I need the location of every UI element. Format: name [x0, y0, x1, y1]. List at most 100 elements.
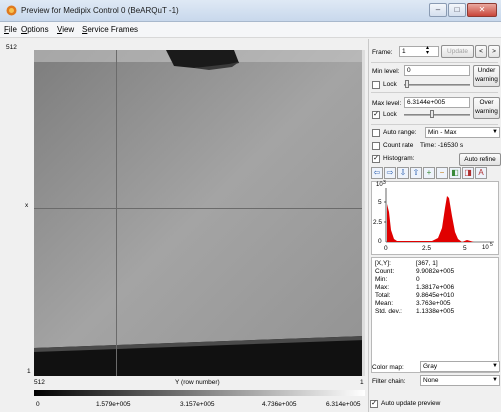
histogram-y-prefix: 10 — [376, 182, 383, 188]
max-level-input[interactable]: 6.3144e+005 — [404, 97, 470, 108]
statistics-panel: [X,Y]: [367, 1] Count: 9.9082e+005 Min: … — [371, 257, 499, 373]
y-top-label: 512 — [6, 44, 17, 51]
menu-service-frames[interactable]: Service Frames — [82, 25, 139, 34]
update-button[interactable]: Update — [441, 45, 474, 58]
filter-chain-select[interactable]: None ▼ — [420, 375, 500, 386]
zoom-reset-icon[interactable]: ◨ — [462, 167, 474, 179]
colorbar-tick: 6.314e+005 — [326, 401, 361, 408]
zoom-fit-icon[interactable]: ◧ — [449, 167, 461, 179]
frame-input[interactable]: 1 — [399, 46, 439, 57]
autoscale-icon[interactable]: A — [475, 167, 487, 179]
stat-label: Max: — [375, 284, 390, 291]
app-icon — [6, 5, 17, 16]
auto-range-label: Auto range: — [383, 129, 417, 136]
arrow-up-icon[interactable]: ⇧ — [410, 167, 422, 179]
count-rate-checkbox[interactable] — [372, 142, 380, 150]
histogram-x-tick: 2.5 — [422, 245, 432, 252]
arrow-right-icon[interactable]: ⇨ — [384, 167, 396, 179]
max-level-slider[interactable] — [404, 114, 470, 116]
frame-label: Frame: — [372, 49, 393, 56]
frame-spinner[interactable]: ▴ ▾ — [426, 45, 430, 56]
min-lock-label: Lock — [383, 81, 397, 88]
histogram-y-tick: 5 — [378, 199, 382, 206]
chevron-down-icon: ▼ — [492, 377, 498, 383]
divider — [371, 62, 498, 63]
min-level-slider-thumb[interactable] — [405, 80, 409, 88]
stat-value: 0 — [416, 276, 420, 283]
filter-chain-label: Filter chain: — [372, 378, 406, 385]
over-warning-button[interactable]: Over warning — [473, 97, 500, 119]
y-bottom-label: 1 — [27, 368, 31, 375]
window-title: Preview for Medipix Control 0 (BeARQuT -… — [21, 6, 179, 15]
count-rate-label: Count rate — [383, 142, 414, 149]
next-frame-button[interactable]: > — [488, 45, 500, 58]
minimize-button[interactable]: – — [429, 3, 447, 17]
histogram-checkbox[interactable]: ✓ — [372, 155, 380, 163]
menu-file[interactable]: File — [4, 25, 17, 34]
maximize-button[interactable]: □ — [448, 3, 466, 17]
min-level-input[interactable]: 0 — [404, 65, 470, 76]
stat-label: Count: — [375, 268, 395, 275]
auto-range-checkbox[interactable] — [372, 129, 380, 137]
title-bar: Preview for Medipix Control 0 (BeARQuT -… — [0, 0, 501, 22]
color-map-value: Gray — [423, 363, 438, 370]
filter-chain-value: None — [423, 377, 439, 384]
divider — [371, 92, 498, 93]
histogram-x-tick: 5 — [463, 245, 467, 252]
histogram-svg — [384, 188, 494, 243]
x-left-label: 512 — [34, 379, 45, 386]
histogram-y-tick: 0 — [378, 238, 382, 245]
divider — [371, 124, 498, 125]
close-button[interactable]: ✕ — [467, 3, 497, 17]
under-warning-label: warning — [475, 76, 498, 83]
stat-label: Std. dev.: — [375, 308, 402, 315]
auto-update-checkbox[interactable]: ✓ — [370, 400, 378, 408]
over-label: Over — [479, 99, 494, 106]
histogram-x-exponent: 5 — [490, 242, 493, 248]
min-level-slider[interactable] — [404, 84, 470, 86]
auto-range-select[interactable]: Min - Max ▼ — [425, 127, 500, 138]
histogram-plot[interactable]: 10 3 5 2.5 0 0 2.5 5 10 5 — [371, 180, 499, 255]
max-lock-label: Lock — [383, 111, 397, 118]
min-level-label: Min level: — [372, 68, 400, 75]
stat-value: 3.763e+005 — [416, 300, 451, 307]
stat-label: [X,Y]: — [375, 260, 391, 267]
stat-value: 1.3817e+006 — [416, 284, 455, 291]
color-map-select[interactable]: Gray ▼ — [420, 361, 500, 372]
under-warning-button[interactable]: Under warning — [473, 65, 500, 87]
x-axis-title: Y (row number) — [175, 379, 220, 386]
min-lock-checkbox[interactable] — [372, 81, 380, 89]
max-lock-checkbox[interactable]: ✓ — [372, 111, 380, 119]
image-scrollbar[interactable] — [362, 50, 365, 376]
menu-view[interactable]: View — [57, 25, 75, 34]
arrow-down-icon[interactable]: ⇩ — [397, 167, 409, 179]
menu-bar: File Options View Service Frames — [0, 22, 501, 38]
histogram-label: Histogram: — [383, 155, 415, 162]
histogram-y-exponent: 3 — [383, 180, 386, 186]
time-readout: Time: -16530 s — [420, 142, 464, 149]
detector-image[interactable] — [34, 50, 365, 376]
over-warning-label: warning — [475, 108, 498, 115]
chevron-down-icon: ▼ — [492, 363, 498, 369]
color-map-label: Color map: — [372, 364, 404, 371]
zoom-out-icon[interactable]: − — [436, 167, 448, 179]
auto-refine-button[interactable]: Auto refine — [459, 153, 501, 166]
arrow-left-icon[interactable]: ⇦ — [371, 167, 383, 179]
zoom-in-icon[interactable]: + — [423, 167, 435, 179]
stat-label: Mean: — [375, 300, 394, 307]
histogram-x-prefix: 10 — [482, 245, 489, 251]
crosshair-vertical — [116, 50, 117, 376]
auto-update-label: Auto update preview — [381, 400, 441, 407]
crosshair-horizontal — [34, 208, 365, 209]
max-level-slider-thumb[interactable] — [430, 110, 434, 118]
stat-value: 9.9082e+005 — [416, 268, 455, 275]
stat-value: [367, 1] — [416, 260, 438, 267]
auto-range-value: Min - Max — [428, 129, 457, 136]
stat-label: Min: — [375, 276, 388, 283]
prev-frame-button[interactable]: < — [475, 45, 487, 58]
detector-frame — [34, 50, 365, 376]
colorbar-tick: 0 — [36, 401, 40, 408]
menu-options[interactable]: Options — [21, 25, 49, 34]
histogram-toolbar: ⇦ ⇨ ⇩ ⇧ + − ◧ ◨ A — [371, 167, 487, 179]
histogram-y-tick: 2.5 — [373, 219, 383, 226]
